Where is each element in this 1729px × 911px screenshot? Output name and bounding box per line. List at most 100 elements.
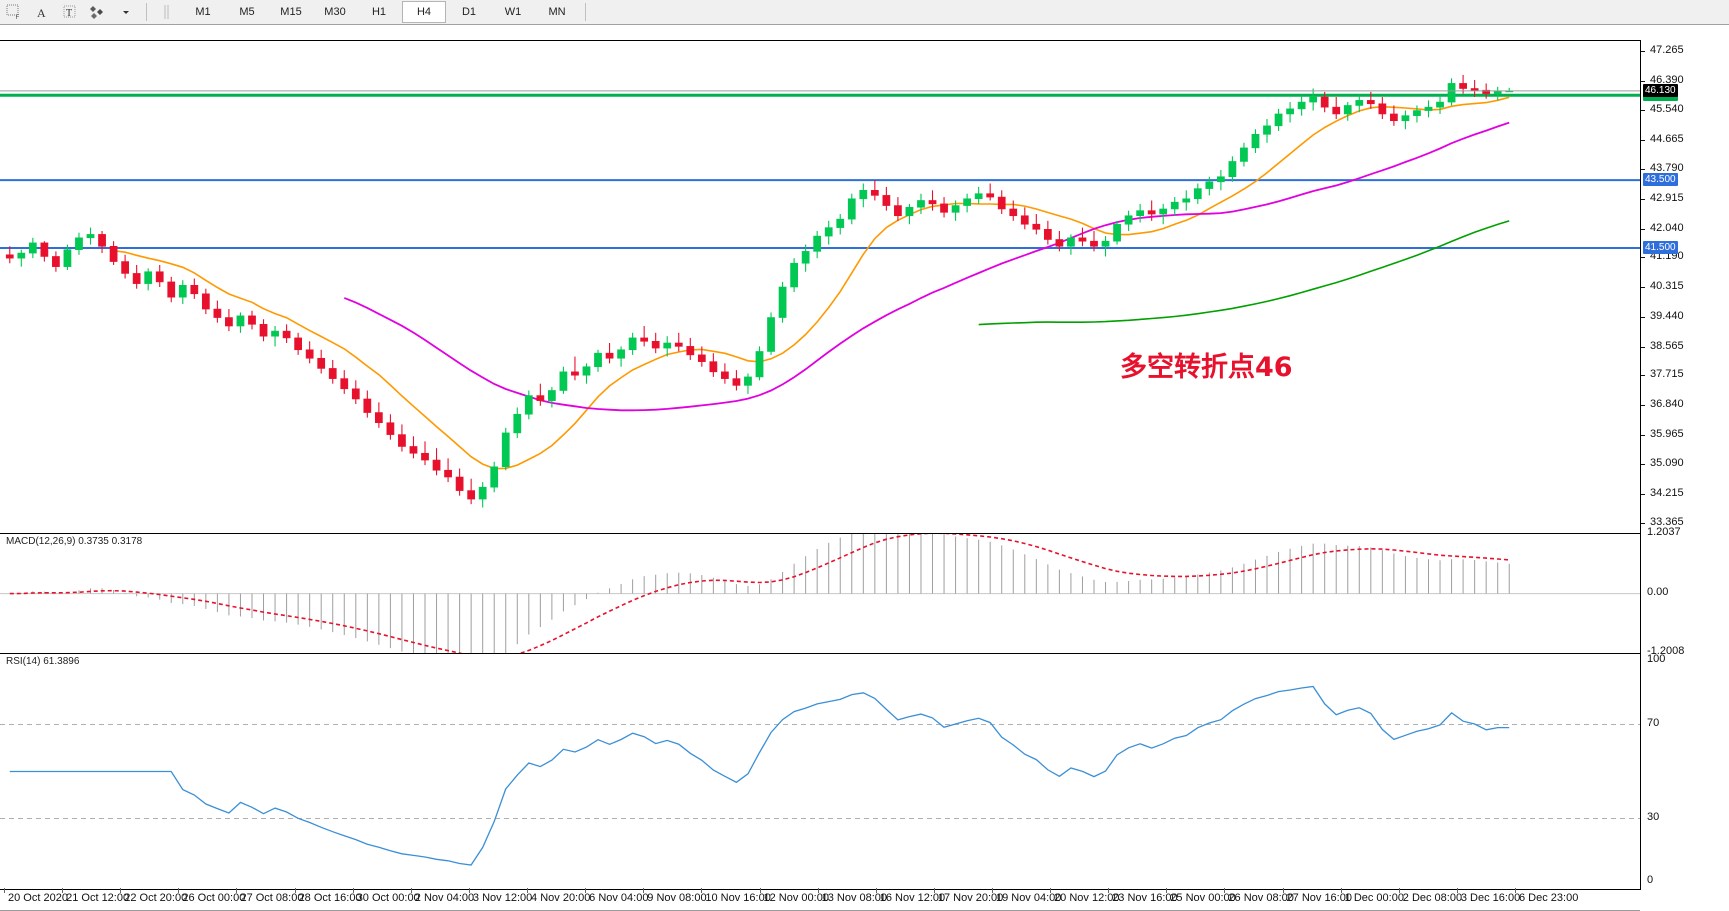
price-tick-label: 36.840 [1650,398,1684,411]
time-tick-mark [759,888,761,893]
time-tick-label: 23 Nov 16:00 [1112,892,1178,904]
time-tick-mark [1456,888,1458,893]
last-price-tag: 46.130 [1643,83,1678,97]
dropdown-caret-icon[interactable] [112,1,140,23]
time-tick-mark [527,888,529,893]
price-level-tag-41-500[interactable]: 41.500 [1643,240,1678,254]
price-tick-label: 44.665 [1650,132,1684,145]
price-tick-mark [1641,169,1645,171]
time-tick-label: 20 Nov 12:00 [1054,892,1120,904]
main-toolbar: F A T M1 M5 M15 M30 H1 H4 D1 W1 MN [0,0,1729,25]
time-tick-label: 3 Dec 16:00 [1460,892,1521,904]
time-tick-label: 20 Oct 2020 [8,892,68,904]
price-tick-label: 42.040 [1650,221,1684,234]
timeframe-mn[interactable]: MN [548,6,566,18]
crosshair-f-icon[interactable]: F [0,1,28,23]
price-tick-label: 40.315 [1650,280,1684,293]
time-tick-label: 6 Nov 04:00 [589,892,649,904]
rsi-scale[interactable]: 100 70 30 0 [1641,653,1729,888]
time-tick-label: 27 Nov 16:00 [1286,892,1352,904]
price-tick-mark [1641,198,1645,200]
time-tick-mark [62,888,64,893]
svg-text:F: F [16,15,20,20]
price-tick-label: 38.565 [1650,339,1684,352]
chart-area[interactable]: ▼ USOil-,H4 46.130 46.220 46.110 46.130 … [0,20,1729,911]
time-tick-label: 9 Nov 08:00 [647,892,707,904]
time-tick-mark [991,888,993,893]
time-tick-label: 26 Nov 08:00 [1228,892,1294,904]
rsi-chart-svg [0,685,1640,866]
time-tick-mark [178,888,180,893]
time-axis[interactable]: 20 Oct 2020 21 Oct 12:00 22 Oct 20:00 26 Oc… [0,888,1640,911]
price-tick-mark [1641,523,1645,524]
price-tick-mark [1641,375,1645,377]
time-tick-label: 19 Nov 04:00 [995,892,1062,904]
time-tick-label: 2 Dec 08:00 [1402,892,1463,904]
timeframe-grip-icon [153,1,181,23]
macd-panel[interactable]: MACD(12,26,9) 0.3735 0.3178 [0,533,1641,654]
macd-scale[interactable]: 1.2037 0.00 -1.2008 [1641,526,1729,657]
timeframe-m5[interactable]: M5 [239,6,255,18]
time-tick-mark [643,888,645,893]
time-tick-mark [352,888,354,893]
price-tick-mark [1641,257,1645,259]
time-tick-mark [468,888,470,893]
time-tick-mark [294,888,296,893]
price-tick-label: 33.365 [1650,516,1684,528]
rsi-panel[interactable]: RSI(14) 61.3896 [0,653,1641,890]
time-tick-label: 17 Nov 20:00 [937,892,1004,904]
time-tick-label: 27 Oct 08:00 [240,892,304,904]
rsi-tick-label: 0 [1647,874,1654,886]
svg-text:T: T [66,8,72,19]
price-panel[interactable] [0,40,1641,534]
time-tick-mark [701,888,703,893]
text-label-icon[interactable]: T [56,1,84,23]
price-tick-label: 42.915 [1650,191,1684,204]
text-a-icon[interactable]: A [28,1,56,23]
price-tick-mark [1641,139,1645,141]
timeframe-h4[interactable]: H4 [402,1,446,23]
time-tick-mark [1224,888,1226,893]
timeframe-d1[interactable]: D1 [461,6,477,18]
price-chart-svg [0,74,1640,508]
timeframe-h1[interactable]: H1 [371,6,387,18]
time-tick-label: 22 Oct 20:00 [124,892,188,904]
time-tick-label: 28 Oct 16:00 [298,892,362,904]
price-tick-mark [1641,405,1645,407]
time-tick-label: 13 Nov 08:00 [821,892,888,904]
objects-icon[interactable] [84,1,112,23]
price-tick-mark [1641,464,1645,466]
time-tick-mark [585,888,587,893]
macd-tick-label: -1.2008 [1647,645,1685,657]
time-tick-label: 21 Oct 12:00 [66,892,130,904]
time-tick-mark [1340,888,1342,893]
time-tick-mark [875,888,877,893]
price-tick-mark [1641,228,1645,230]
toolbar-divider-2 [585,3,586,21]
price-scale[interactable]: 47.265 46.390 45.540 44.665 43.790 42.915 42.0… [1641,40,1729,532]
time-tick-label: 30 Oct 00:00 [356,892,420,904]
timeframe-m15[interactable]: M15 [280,6,302,18]
timeframe-m30[interactable]: M30 [324,6,346,18]
time-tick-mark [1515,888,1516,893]
price-level-tag-43-500[interactable]: 43.500 [1643,173,1678,187]
price-tick-mark [1641,109,1645,111]
rsi-tick-label: 30 [1647,810,1660,823]
price-tick-label: 43.790 [1650,162,1684,175]
time-tick-mark [120,888,122,893]
macd-label: MACD(12,26,9) 0.3735 0.3178 [6,536,143,547]
rsi-label: RSI(14) 61.3896 [6,656,80,667]
macd-chart-svg [0,534,1640,653]
timeframe-m1[interactable]: M1 [195,6,211,18]
price-tick-mark [1641,287,1645,289]
rsi-tick-label: 100 [1647,653,1666,665]
time-tick-label: 16 Nov 12:00 [879,892,946,904]
rsi-tick-label: 70 [1647,716,1660,729]
timeframe-w1[interactable]: W1 [504,6,522,18]
time-tick-mark [410,888,412,893]
price-tick-label: 37.715 [1650,368,1684,381]
price-tick-mark [1641,494,1645,496]
time-tick-label: 12 Nov 00:00 [763,892,829,904]
time-tick-label: 3 Nov 12:00 [472,892,533,904]
time-tick-label: 4 Nov 20:00 [531,892,591,904]
